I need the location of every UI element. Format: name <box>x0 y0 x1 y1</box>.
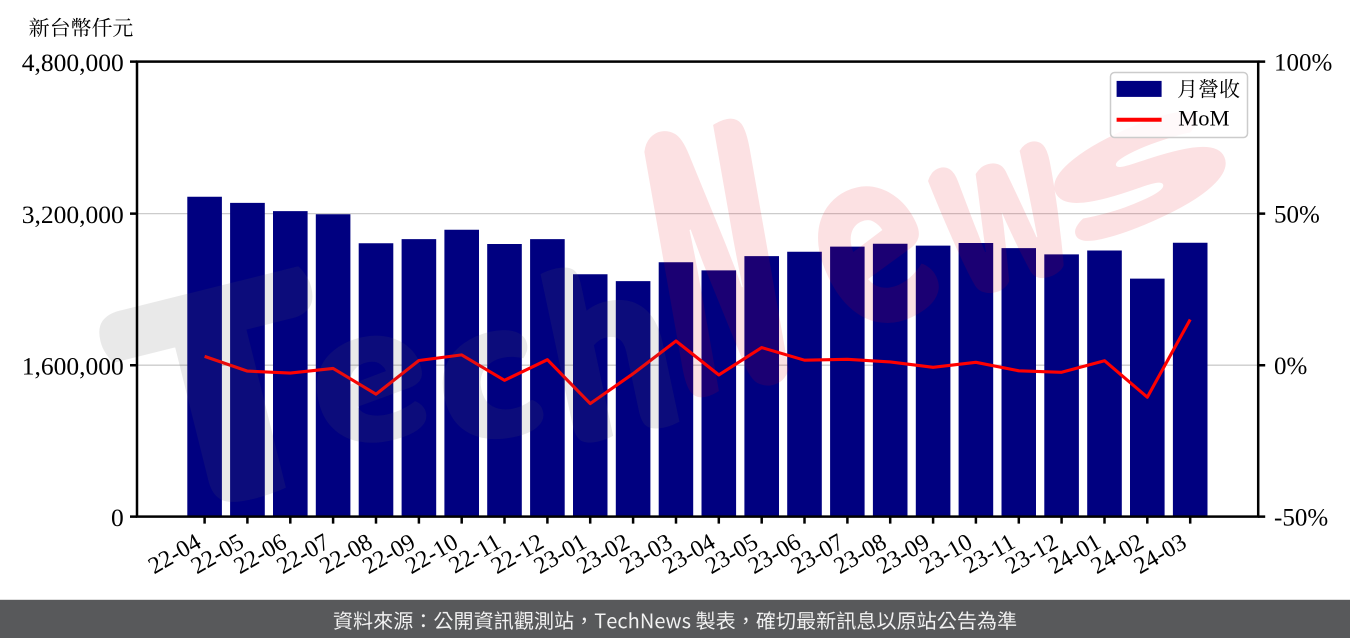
svg-text:4,800,000: 4,800,000 <box>22 48 124 77</box>
svg-text:100%: 100% <box>1274 50 1332 77</box>
svg-text:1,600,000: 1,600,000 <box>22 352 124 381</box>
svg-text:3,200,000: 3,200,000 <box>22 200 124 229</box>
svg-text:0: 0 <box>111 503 124 532</box>
svg-text:-50%: -50% <box>1274 505 1328 532</box>
svg-text:0%: 0% <box>1274 353 1307 380</box>
svg-text:MoM: MoM <box>1178 106 1229 131</box>
svg-text:50%: 50% <box>1274 202 1320 229</box>
